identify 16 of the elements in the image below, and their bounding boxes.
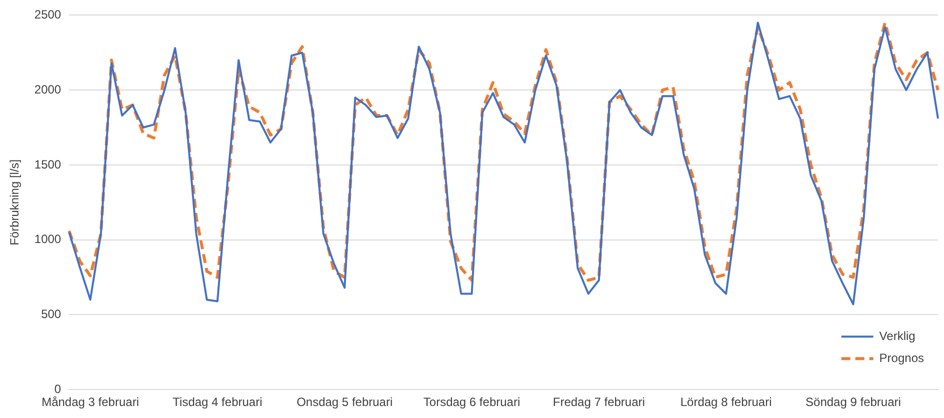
x-tick-label: Fredag 7 februari (552, 395, 645, 410)
x-tick-label: Måndag 3 februari (42, 395, 139, 410)
x-tick-label: Torsdag 6 februari (423, 395, 520, 410)
y-tick-label: 1000 (34, 232, 62, 246)
x-tick-label: Onsdag 5 februari (296, 395, 393, 410)
legend-label: Prognos (879, 350, 924, 365)
legend-label: Verklig (879, 328, 916, 343)
y-tick-label: 2000 (34, 82, 62, 96)
y-tick-label: 1500 (34, 157, 62, 172)
y-axis-title: Förbrukning [l/s] (8, 159, 22, 246)
x-tick-label: Söndag 9 februari (806, 395, 901, 410)
x-tick-label: Lördag 8 februari (680, 395, 772, 410)
y-tick-label: 500 (41, 307, 62, 322)
y-tick-label: 0 (54, 382, 62, 396)
y-tick-label: 2500 (34, 8, 62, 22)
x-tick-label: Tisdag 4 februari (172, 395, 262, 410)
